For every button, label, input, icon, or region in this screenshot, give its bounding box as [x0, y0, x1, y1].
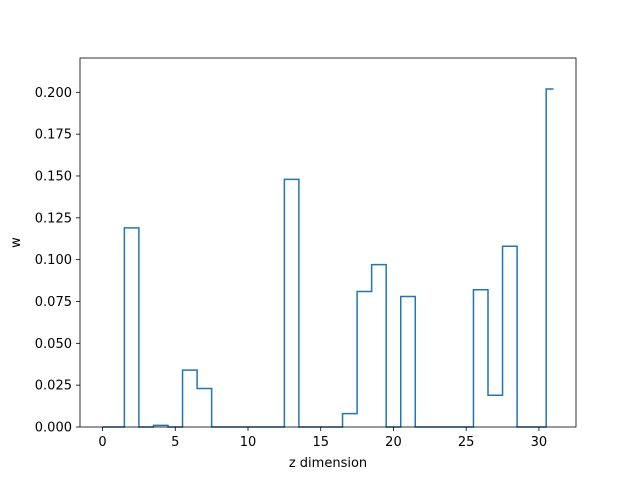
y-tick-label: 0.050 — [35, 337, 72, 352]
y-tick-label: 0.125 — [35, 211, 72, 226]
y-tick-label: 0.000 — [35, 421, 72, 436]
x-tick-label: 5 — [171, 435, 179, 450]
y-tick-label: 0.025 — [35, 379, 72, 394]
x-tick-label: 30 — [531, 435, 548, 450]
y-tick-label: 0.100 — [35, 253, 72, 268]
series-step-line — [102, 88, 554, 428]
y-axis-label: w — [9, 237, 24, 248]
x-axis-label: z dimension — [289, 456, 367, 471]
y-tick-label: 0.075 — [35, 295, 72, 310]
x-tick-label: 20 — [385, 435, 402, 450]
plot-area — [102, 88, 554, 428]
x-tick-label: 0 — [98, 435, 106, 450]
axes: 0 5 10 15 20 25 30 0.000 0.025 0.050 0.075 0.100 0.1… — [35, 57, 577, 450]
axes-frame — [79, 57, 577, 428]
y-tick-label: 0.150 — [35, 169, 72, 184]
x-tick-label: 15 — [312, 435, 329, 450]
y-tick-label: 0.175 — [35, 128, 72, 143]
x-tick-label: 10 — [240, 435, 257, 450]
x-tick-label: 25 — [458, 435, 475, 450]
y-tick-label: 0.200 — [35, 86, 72, 101]
